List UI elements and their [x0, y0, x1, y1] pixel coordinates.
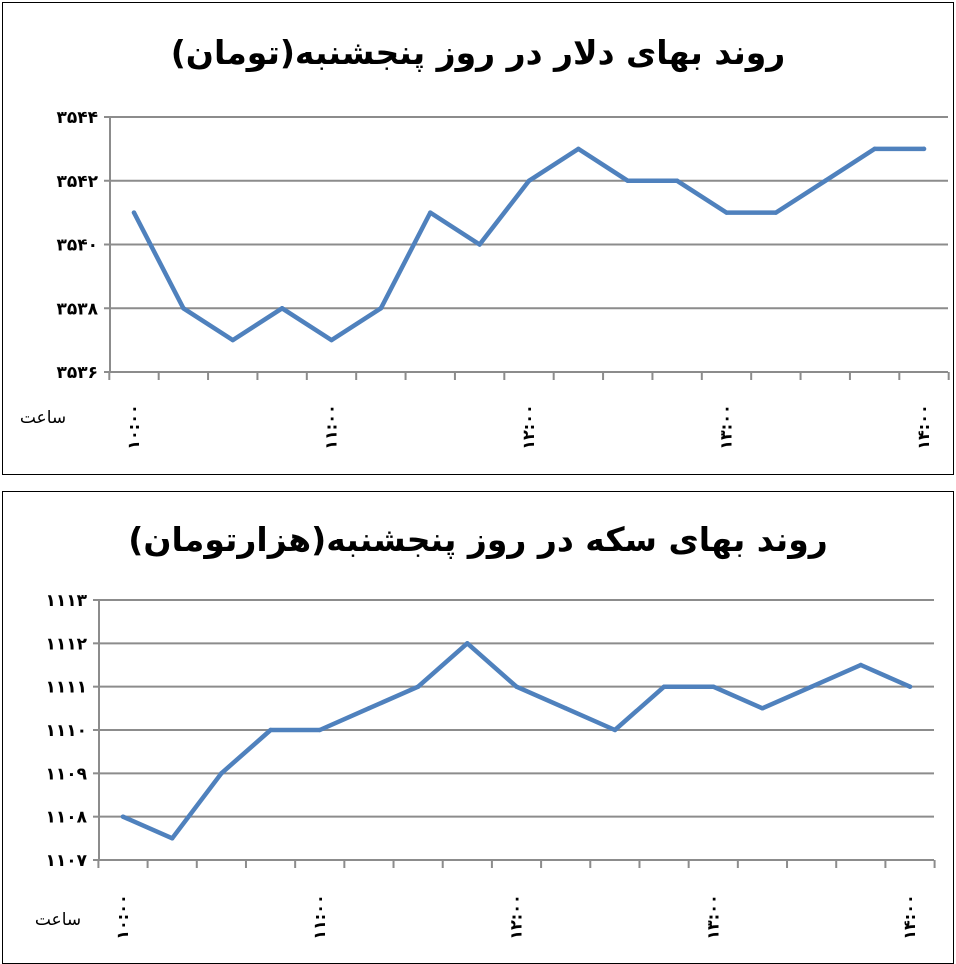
data-point	[563, 706, 568, 711]
data-point	[576, 146, 581, 152]
x-tick-label: ۱۱:۰۰	[322, 404, 341, 449]
y-tick-label: ۳۵۳۶	[56, 363, 98, 383]
data-point	[169, 836, 175, 841]
y-tick-label: ۱۱۱۰	[45, 721, 87, 741]
data-point	[268, 727, 273, 733]
x-tick-label: ۱۱:۰۰	[310, 894, 329, 939]
coin-chart-plot: ۱۱۰۷ ۱۱۰۸ ۱۱۰۹ ۱۱۱۰ ۱۱۱۱ ۱۱۱۲ ۱۱۱۳ ۱۰:۰۰ ۱۱:۰۰ ۱۲…	[35, 591, 936, 940]
coin-chart-panel: روند بهای سکه در روز پنجشنبه(هزارتومان) …	[2, 491, 954, 964]
y-tick-label: ۳۵۴۲	[56, 172, 98, 192]
x-axis-label: ساعت	[35, 910, 81, 930]
data-point	[219, 771, 224, 776]
dollar-chart-panel: روند بهای دلار در روز پنجشنبه(تومان) ۳۵۳…	[2, 2, 954, 475]
y-tick-label: ۳۵۴۰	[56, 236, 98, 256]
data-point	[661, 684, 667, 689]
y-tick-label: ۳۵۴۴	[56, 108, 98, 128]
series-line	[120, 641, 913, 841]
data-point	[711, 684, 716, 689]
data-point	[809, 684, 814, 689]
data-point	[872, 146, 877, 152]
data-point	[465, 641, 470, 646]
data-point	[907, 684, 913, 689]
data-point	[858, 662, 864, 668]
x-tick-label: ۱۰:۰۰	[113, 894, 132, 939]
data-point	[612, 727, 618, 733]
data-point	[773, 210, 779, 215]
data-point	[760, 706, 765, 711]
y-tick-label: ۱۱۱۲	[45, 634, 87, 654]
dollar-chart-plot: ۳۵۳۶ ۳۵۳۸ ۳۵۴۰ ۳۵۴۲ ۳۵۴۴ ۱۰:۰۰ ۱۱:۰۰ ۱۲:۰۰ ۱۳:۰۰…	[20, 108, 950, 450]
data-point	[279, 306, 285, 311]
y-tick-label: ۱۱۱۱	[45, 678, 87, 698]
chart-title: روند بهای دلار در روز پنجشنبه(تومان)	[170, 33, 786, 72]
x-tick-label: ۱۲:۰۰	[519, 404, 538, 449]
x-tick-label: ۱۴:۰۰	[914, 404, 933, 449]
data-point	[415, 684, 421, 689]
data-point	[428, 210, 433, 215]
x-tick-label: ۱۳:۰۰	[703, 894, 722, 939]
chart-title: روند بهای سکه در روز پنجشنبه(هزارتومان)	[128, 520, 828, 559]
data-point	[724, 210, 729, 215]
data-point	[317, 727, 322, 733]
y-tick-label: ۳۵۳۸	[56, 299, 98, 319]
data-point	[131, 210, 137, 215]
data-point	[674, 178, 680, 183]
x-tick-label: ۱۳:۰۰	[717, 404, 736, 449]
y-tick-label: ۱۱۱۳	[45, 591, 87, 611]
x-axis-label: ساعت	[20, 408, 66, 428]
data-point	[366, 706, 372, 711]
y-tick-label: ۱۱۰۸	[45, 808, 87, 828]
data-point	[823, 178, 828, 183]
data-point	[921, 146, 927, 152]
data-point	[477, 242, 482, 247]
data-point	[230, 337, 235, 343]
x-tick-label: ۱۲:۰۰	[507, 894, 526, 939]
y-tick-label: ۱۱۰۷	[45, 851, 87, 871]
data-point	[378, 306, 384, 311]
x-tick-label: ۱۰:۰۰	[124, 404, 143, 449]
data-point	[181, 306, 186, 311]
x-tick-label: ۱۴:۰۰	[900, 894, 919, 939]
data-point	[526, 178, 532, 183]
y-tick-label: ۱۱۰۹	[45, 764, 87, 784]
data-point	[625, 178, 630, 183]
data-point	[120, 814, 126, 819]
data-point	[514, 684, 519, 689]
data-point	[329, 337, 334, 343]
